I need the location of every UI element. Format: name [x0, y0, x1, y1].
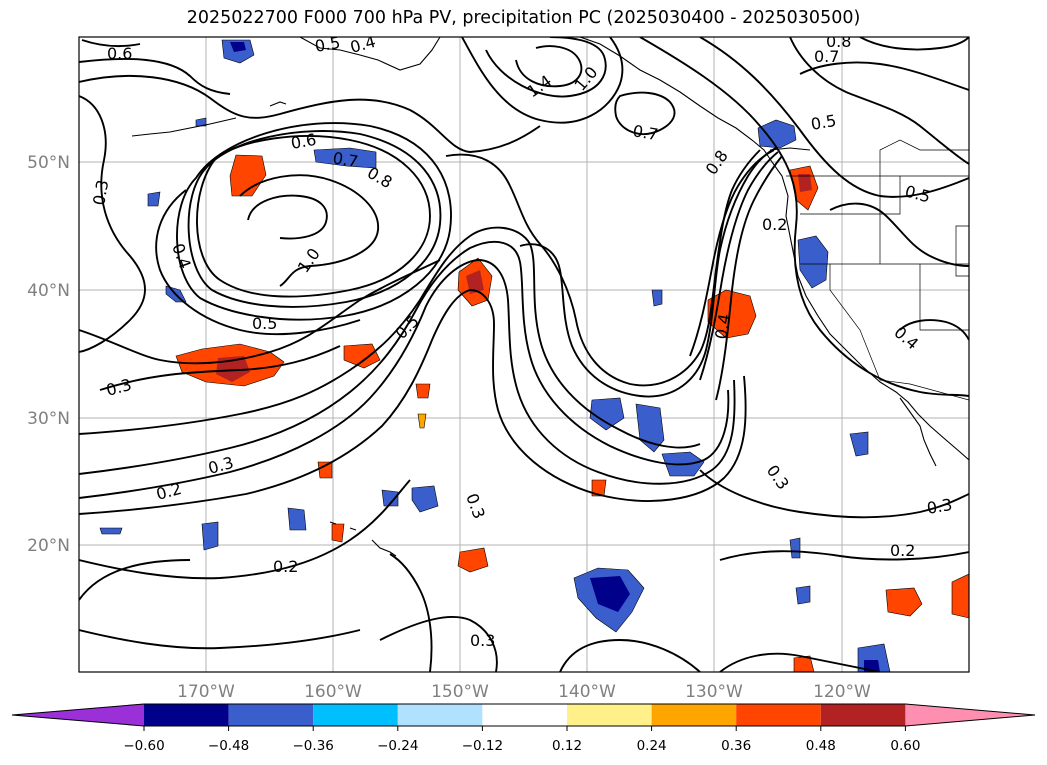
- lat-label: 50°N: [27, 153, 70, 173]
- precip-blob-positive: [415, 383, 431, 399]
- precip-blob-core: [230, 42, 246, 52]
- contour-label: 0.5: [313, 33, 341, 56]
- colorbar-bin: [482, 704, 567, 726]
- contour-label: 0.7: [631, 121, 659, 144]
- precip-blob-negative: [411, 485, 439, 513]
- political-borders: [786, 139, 969, 401]
- colorbar-bin: [144, 704, 229, 726]
- precip-blob-negative: [789, 537, 801, 559]
- colorbar-tick-label: −0.60: [123, 738, 164, 754]
- precip-blob-negative: [797, 235, 829, 289]
- contour-label: 0.3: [89, 178, 112, 206]
- contour-label: 0.5: [809, 111, 837, 134]
- colorbar-tick-label: 0.48: [806, 738, 836, 754]
- lat-label: 30°N: [27, 409, 70, 429]
- precip-blob-negative: [381, 489, 399, 507]
- contour-label: 0.2: [273, 557, 298, 576]
- precip-blob-core: [590, 576, 630, 612]
- contour-label: 0.8: [826, 32, 851, 51]
- contour-label: 0.4: [348, 32, 378, 57]
- colorbar-ticks: [143, 726, 906, 731]
- precip-blob-positive: [331, 523, 345, 543]
- contour-label: 0.6: [107, 44, 132, 63]
- precip-blob-positive: [229, 154, 267, 197]
- lon-label: 150°W: [431, 682, 489, 702]
- colorbar: −0.60 −0.48 −0.36 −0.24 −0.12 0.12 0.24 …: [11, 703, 1036, 754]
- colorbar-tick-label: −0.36: [293, 738, 334, 754]
- precip-blob-positive: [885, 587, 923, 617]
- colorbar-segments: [12, 704, 1035, 726]
- colorbar-tick-label: 0.12: [552, 738, 582, 754]
- precip-blob-core: [216, 356, 250, 382]
- precip-blob-negative: [221, 39, 255, 64]
- precip-blob-core: [798, 174, 812, 192]
- colorbar-tick-label: 0.36: [721, 738, 751, 754]
- contour-label: 0.2: [762, 215, 787, 234]
- colorbar-bin: [228, 704, 314, 726]
- figure-title: 2025022700 F000 700 hPa PV, precipitatio…: [186, 8, 861, 28]
- pv-contours: [79, 37, 969, 672]
- coastlines: [131, 37, 969, 557]
- contour-label: 0.2: [890, 541, 915, 560]
- precip-blob-positive: [417, 413, 427, 429]
- precip-blob-negative: [147, 191, 161, 207]
- lon-label: 160°W: [304, 682, 362, 702]
- colorbar-bin: [313, 704, 398, 726]
- precip-blob-negative: [651, 289, 663, 307]
- colorbar-bin: [651, 704, 737, 726]
- map-panel: 0.6 0.5 0.4 1.4 1.0 0.7 0.8 0.7 0.5 0.3 …: [79, 32, 969, 672]
- colorbar-tick-label: 0.60: [890, 738, 920, 754]
- colorbar-tick-label: −0.24: [377, 738, 418, 754]
- precip-blob-negative: [313, 147, 377, 169]
- colorbar-tick-label: 0.24: [637, 738, 667, 754]
- precip-blob-negative: [195, 117, 207, 127]
- precip-blob-negative: [795, 585, 811, 605]
- precip-blob-negative: [849, 431, 869, 457]
- contour-label: 0.3: [470, 631, 495, 650]
- map-frame: [78, 36, 970, 673]
- contour-label: 0.5: [252, 314, 277, 333]
- colorbar-extend-low: [12, 704, 144, 726]
- precip-blob-negative: [589, 397, 625, 431]
- lon-label: 140°W: [558, 682, 616, 702]
- precip-shading: [99, 39, 969, 672]
- colorbar-tick-label: −0.48: [208, 738, 249, 754]
- latitude-labels: 50°N 40°N 30°N 20°N: [27, 153, 70, 556]
- lon-label: 130°W: [685, 682, 743, 702]
- precip-blob-negative: [99, 527, 123, 535]
- contour-label: 0.6: [289, 130, 317, 153]
- contour-label: 0.7: [814, 47, 839, 66]
- precip-blob-core: [466, 270, 484, 294]
- lat-label: 40°N: [27, 281, 70, 301]
- precip-blob-positive: [951, 573, 969, 619]
- precip-blob-negative: [287, 507, 307, 531]
- longitude-labels: 170°W 160°W 150°W 140°W 130°W 120°W: [177, 682, 871, 702]
- colorbar-bin: [567, 704, 652, 726]
- colorbar-bin: [736, 704, 821, 726]
- precip-blob-positive: [317, 461, 333, 479]
- lon-label: 120°W: [813, 682, 871, 702]
- colorbar-bin: [397, 704, 483, 726]
- colorbar-extend-high: [905, 704, 1035, 726]
- colorbar-tick-label: −0.12: [462, 738, 503, 754]
- contour-label: 0.4: [711, 312, 734, 340]
- lon-label: 170°W: [177, 682, 235, 702]
- contour-label: 0.3: [925, 495, 953, 518]
- contour-label: 0.7: [331, 148, 359, 171]
- precip-blob-positive: [457, 547, 489, 573]
- precip-blob-negative: [201, 521, 219, 551]
- colorbar-bin: [820, 704, 906, 726]
- lat-label: 20°N: [27, 536, 70, 556]
- colorbar-tick-labels: −0.60 −0.48 −0.36 −0.24 −0.12 0.12 0.24 …: [123, 738, 920, 754]
- precip-blob-positive: [343, 343, 381, 369]
